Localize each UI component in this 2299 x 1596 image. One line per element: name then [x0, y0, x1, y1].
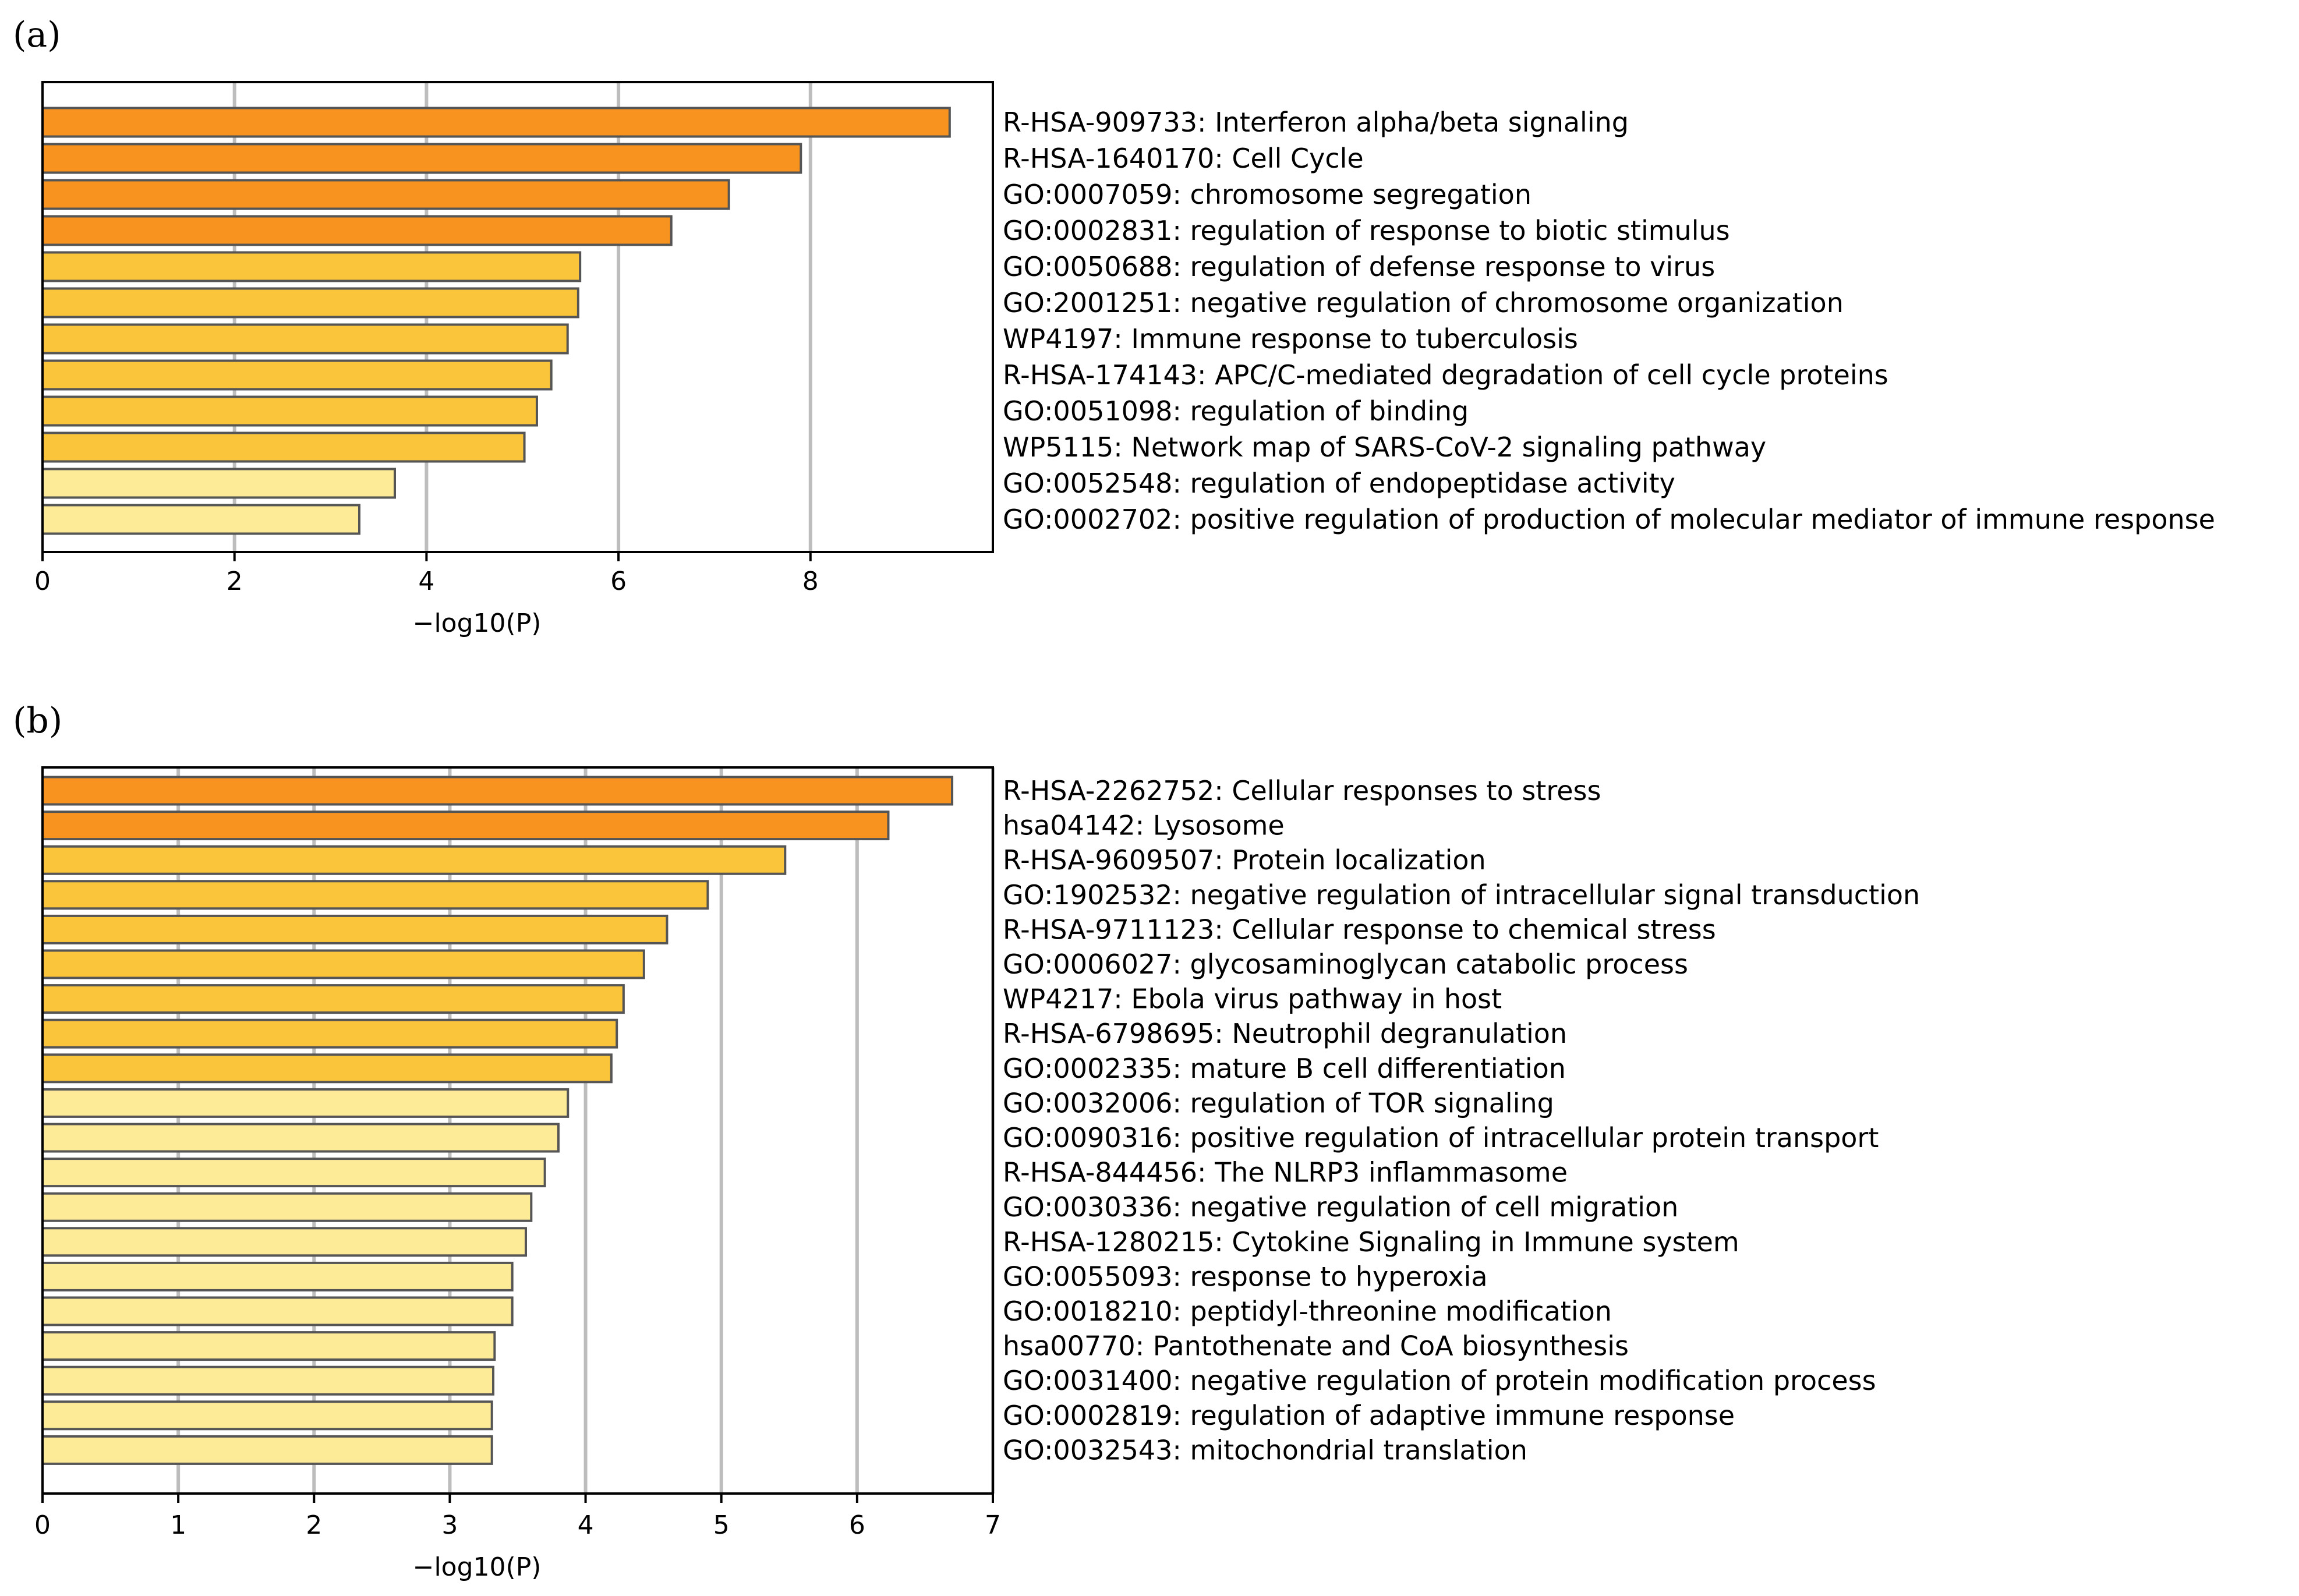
x-tick-label: 1	[170, 1510, 186, 1540]
bar	[41, 1158, 546, 1188]
x-tick-label: 5	[713, 1510, 730, 1540]
bar	[41, 880, 709, 910]
x-axis-title: −log10(P)	[413, 1552, 542, 1582]
category-label: GO:0002819: regulation of adaptive immun…	[1003, 1400, 1735, 1431]
category-label: WP4217: Ebola virus pathway in host	[1003, 983, 1502, 1015]
bar	[41, 323, 569, 355]
category-label: GO:0090316: positive regulation of intra…	[1003, 1122, 1879, 1153]
panel-label: (b)	[13, 700, 62, 741]
category-label: GO:0055093: response to hyperoxia	[1003, 1261, 1488, 1292]
bar	[41, 1088, 570, 1118]
bar	[41, 287, 579, 319]
category-label: R-HSA-1640170: Cell Cycle	[1003, 143, 1364, 174]
bar	[41, 949, 645, 979]
bar	[41, 468, 396, 499]
bar	[41, 984, 625, 1014]
category-label: GO:0032006: regulation of TOR signaling	[1003, 1087, 1554, 1119]
bar	[41, 1192, 533, 1222]
category-label: hsa04142: Lysosome	[1003, 810, 1285, 841]
bar	[41, 1261, 514, 1291]
category-label: GO:0031400: negative regulation of prote…	[1003, 1365, 1876, 1396]
category-label: GO:0002335: mature B cell differentiatio…	[1003, 1053, 1566, 1084]
category-label: GO:0030336: negative regulation of cell …	[1003, 1191, 1678, 1223]
bar	[41, 251, 582, 282]
x-tick-label: 0	[34, 1510, 51, 1540]
plot-frame	[41, 766, 994, 1495]
bar	[41, 1018, 618, 1049]
category-label: R-HSA-6798695: Neutrophil degranulation	[1003, 1018, 1567, 1049]
category-label: R-HSA-9609507: Protein localization	[1003, 844, 1486, 876]
category-label: GO:0006027: glycosaminoglycan catabolic …	[1003, 949, 1688, 980]
bar	[41, 1435, 493, 1465]
bar	[41, 504, 360, 535]
category-label: WP4197: Immune response to tuberculosis	[1003, 323, 1578, 355]
x-axis-title: −log10(P)	[413, 608, 542, 638]
bar	[41, 431, 526, 463]
x-tick-label: 2	[227, 567, 243, 596]
category-label: GO:2001251: negative regulation of chrom…	[1003, 287, 1844, 319]
bar	[41, 1296, 514, 1326]
category-label: R-HSA-844456: The NLRP3 inflammasome	[1003, 1157, 1568, 1188]
category-label: GO:0052548: regulation of endopeptidase …	[1003, 468, 1675, 499]
panel-a: (a) R-HSA-909733: Interferon alpha/beta s…	[13, 15, 2215, 638]
category-label: GO:1902532: negative regulation of intra…	[1003, 879, 1920, 911]
bar	[41, 914, 669, 944]
x-tick-label: 7	[985, 1510, 1001, 1540]
bar	[41, 1123, 560, 1153]
category-label: GO:0050688: regulation of defense respon…	[1003, 251, 1715, 282]
bar	[41, 1227, 527, 1257]
x-tick-label: 8	[802, 567, 819, 596]
bar	[41, 811, 890, 841]
category-label: GO:0007059: chromosome segregation	[1003, 179, 1532, 210]
bar	[41, 1331, 496, 1361]
plot-frame	[41, 81, 994, 553]
bar	[41, 395, 538, 427]
x-tick-label: 6	[849, 1510, 865, 1540]
category-label: GO:0051098: regulation of binding	[1003, 395, 1469, 427]
x-tick-label: 0	[34, 567, 51, 596]
bar	[41, 107, 951, 138]
category-label: GO:0002831: regulation of response to bi…	[1003, 215, 1730, 246]
x-tick-label: 3	[441, 1510, 458, 1540]
category-label: WP5115: Network map of SARS-CoV-2 signal…	[1003, 431, 1766, 463]
category-label: R-HSA-9711123: Cellular response to chem…	[1003, 914, 1716, 945]
bar	[41, 1400, 493, 1431]
x-tick-label: 6	[610, 567, 627, 596]
category-label: R-HSA-2262752: Cellular responses to str…	[1003, 775, 1601, 806]
category-label: hsa00770: Pantothenate and CoA biosynthe…	[1003, 1330, 1629, 1362]
x-tick-label: 2	[306, 1510, 322, 1540]
bar	[41, 143, 802, 174]
category-label: R-HSA-1280215: Cytokine Signaling in Imm…	[1003, 1226, 1739, 1258]
bar	[41, 359, 553, 391]
bar	[41, 1365, 495, 1396]
panel-b: (b) R-HSA-2262752: Cellular responses to …	[13, 700, 1920, 1582]
panel-label: (a)	[13, 15, 61, 55]
bar	[41, 776, 954, 806]
category-label: GO:0032543: mitochondrial translation	[1003, 1434, 1527, 1466]
bar	[41, 845, 787, 875]
x-tick-label: 4	[418, 567, 434, 596]
bar	[41, 1053, 613, 1084]
category-label: R-HSA-909733: Interferon alpha/beta sign…	[1003, 107, 1629, 138]
bar	[41, 179, 730, 210]
bar	[41, 215, 673, 246]
category-label: GO:0002702: positive regulation of produ…	[1003, 504, 2215, 535]
x-tick-label: 4	[578, 1510, 594, 1540]
category-label: GO:0018210: peptidyl-threonine modificat…	[1003, 1296, 1612, 1327]
category-label: R-HSA-174143: APC/C-mediated degradation…	[1003, 359, 1888, 391]
